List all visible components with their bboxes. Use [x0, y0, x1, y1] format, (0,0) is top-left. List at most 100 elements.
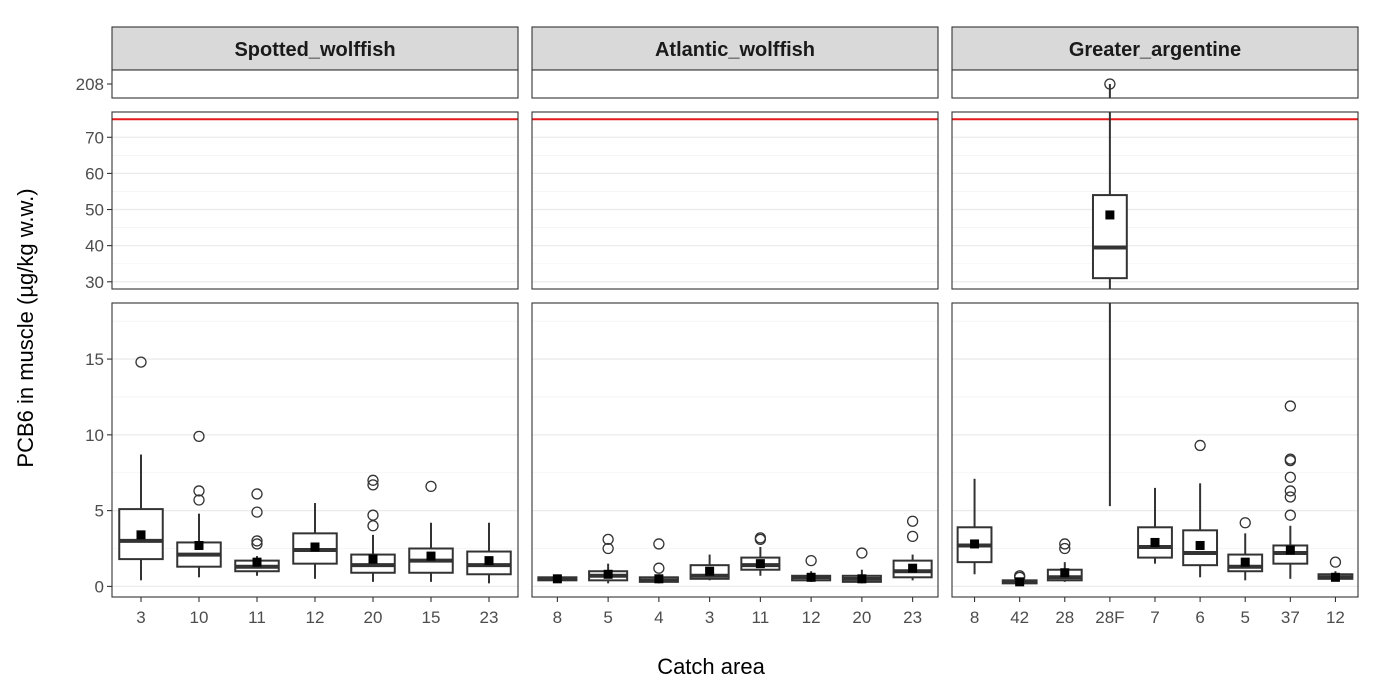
x-tick-label: 3 [705, 608, 714, 627]
box-8: 8 [537, 574, 578, 627]
mean-marker [136, 530, 146, 540]
box-23: 23 [466, 522, 512, 627]
mean-marker [970, 539, 980, 549]
mean-marker [603, 569, 613, 579]
panel-background [952, 112, 1358, 289]
panel-border [951, 302, 1359, 598]
mean-marker [310, 542, 320, 552]
x-tick-label: 28F [1095, 608, 1124, 627]
box-20: 20 [841, 547, 882, 627]
x-tick-label: 37 [1281, 608, 1300, 627]
box-12: 12 [292, 503, 338, 627]
x-tick-label: 7 [1150, 608, 1159, 627]
box-7: 7 [1137, 487, 1173, 627]
outlier-point [805, 554, 817, 567]
box-iqr [1091, 194, 1128, 280]
box-8: 8 [956, 478, 993, 627]
panel-background [532, 303, 938, 597]
mean-marker [755, 559, 765, 569]
outlier-point [1284, 471, 1296, 483]
box-37: 37 [1272, 400, 1309, 627]
box-15: 15 [408, 480, 454, 627]
outlier-point [1284, 453, 1296, 465]
x-tick-label: 11 [248, 608, 266, 627]
box-12: 12 [791, 554, 832, 627]
outlier-point [1284, 491, 1296, 503]
outlier-point [856, 547, 868, 559]
outlier-point [1104, 78, 1116, 90]
outlier-point [1284, 509, 1296, 521]
panel-background [952, 70, 1358, 98]
outlier-point [754, 532, 767, 544]
mean-marker [484, 556, 494, 566]
facet-strip-label: Atlantic_wolffish [655, 39, 815, 61]
mean-marker [252, 557, 262, 567]
facet-strip-label: Greater_argentine [1069, 39, 1241, 61]
x-tick-label: 20 [364, 608, 383, 627]
outlier-point [1059, 538, 1071, 550]
outlier-point [1239, 517, 1251, 529]
outlier-point [1284, 400, 1296, 412]
mean-marker [806, 572, 816, 582]
facet-strip [531, 26, 939, 71]
mean-marker [857, 574, 867, 584]
box-5: 5 [588, 533, 629, 627]
outlier-point [906, 530, 919, 543]
outlier-point [193, 485, 205, 497]
facet-strip [111, 26, 519, 71]
box-28F: 28F [1091, 78, 1128, 627]
box-20: 20 [350, 474, 396, 627]
outlier-point [602, 542, 614, 555]
x-tick-label: 5 [603, 608, 612, 627]
mean-marker [654, 574, 664, 584]
y-axis-title: PCB6 in muscle (µg/kg w.w.) [13, 188, 38, 467]
facet-Atlantic_wolffish: Atlantic_wolffish 8 5 4 3 11 12 20 23 [531, 26, 939, 627]
y-tick-label: 40 [85, 237, 104, 256]
box-3: 3 [689, 554, 730, 627]
box-4: 4 [638, 538, 679, 627]
box-5: 5 [1227, 517, 1264, 627]
mean-marker [1330, 572, 1340, 582]
outlier-point [193, 430, 205, 443]
facet-strip-label: Spotted_wolffish [234, 39, 395, 61]
outlier-point [251, 506, 263, 518]
x-tick-label: 23 [903, 608, 922, 627]
y-tick-label: 5 [95, 502, 104, 521]
panel-border [531, 302, 939, 598]
box-42: 42 [1001, 570, 1038, 627]
mean-marker [705, 566, 715, 576]
panel-border [531, 69, 939, 99]
box-23: 23 [892, 515, 933, 627]
outlier-point [135, 356, 147, 368]
outlier-point [1194, 439, 1206, 452]
mean-marker [1105, 210, 1115, 220]
panel-border [111, 111, 519, 290]
y-tick-label: 60 [85, 164, 104, 183]
panel-background [112, 112, 518, 289]
mean-marker [1150, 537, 1160, 547]
x-tick-label: 3 [136, 608, 145, 627]
facet-strip [951, 26, 1359, 71]
x-tick-label: 12 [802, 608, 821, 627]
y-tick-label: 15 [85, 350, 104, 369]
mean-marker [1240, 557, 1250, 567]
panel-background [532, 70, 938, 98]
box-6: 6 [1182, 439, 1219, 627]
mean-marker [368, 554, 378, 564]
y-tick-label: 30 [85, 273, 104, 292]
x-tick-label: 4 [654, 608, 663, 627]
mean-marker [426, 551, 436, 561]
outlier-point [367, 509, 379, 521]
y-tick-label: 70 [85, 128, 104, 147]
x-tick-label: 5 [1240, 608, 1249, 627]
outlier-point [251, 538, 263, 550]
mean-marker [194, 540, 204, 550]
y-tick-label: 0 [95, 577, 104, 596]
mean-marker [1285, 545, 1295, 555]
panel-background [532, 112, 938, 289]
box-10: 10 [176, 430, 222, 627]
facet-Spotted_wolffish: Spotted_wolffish 3 10 11 12 20 15 23 [111, 26, 519, 627]
x-tick-label: 6 [1195, 608, 1204, 627]
panel-background [112, 70, 518, 98]
